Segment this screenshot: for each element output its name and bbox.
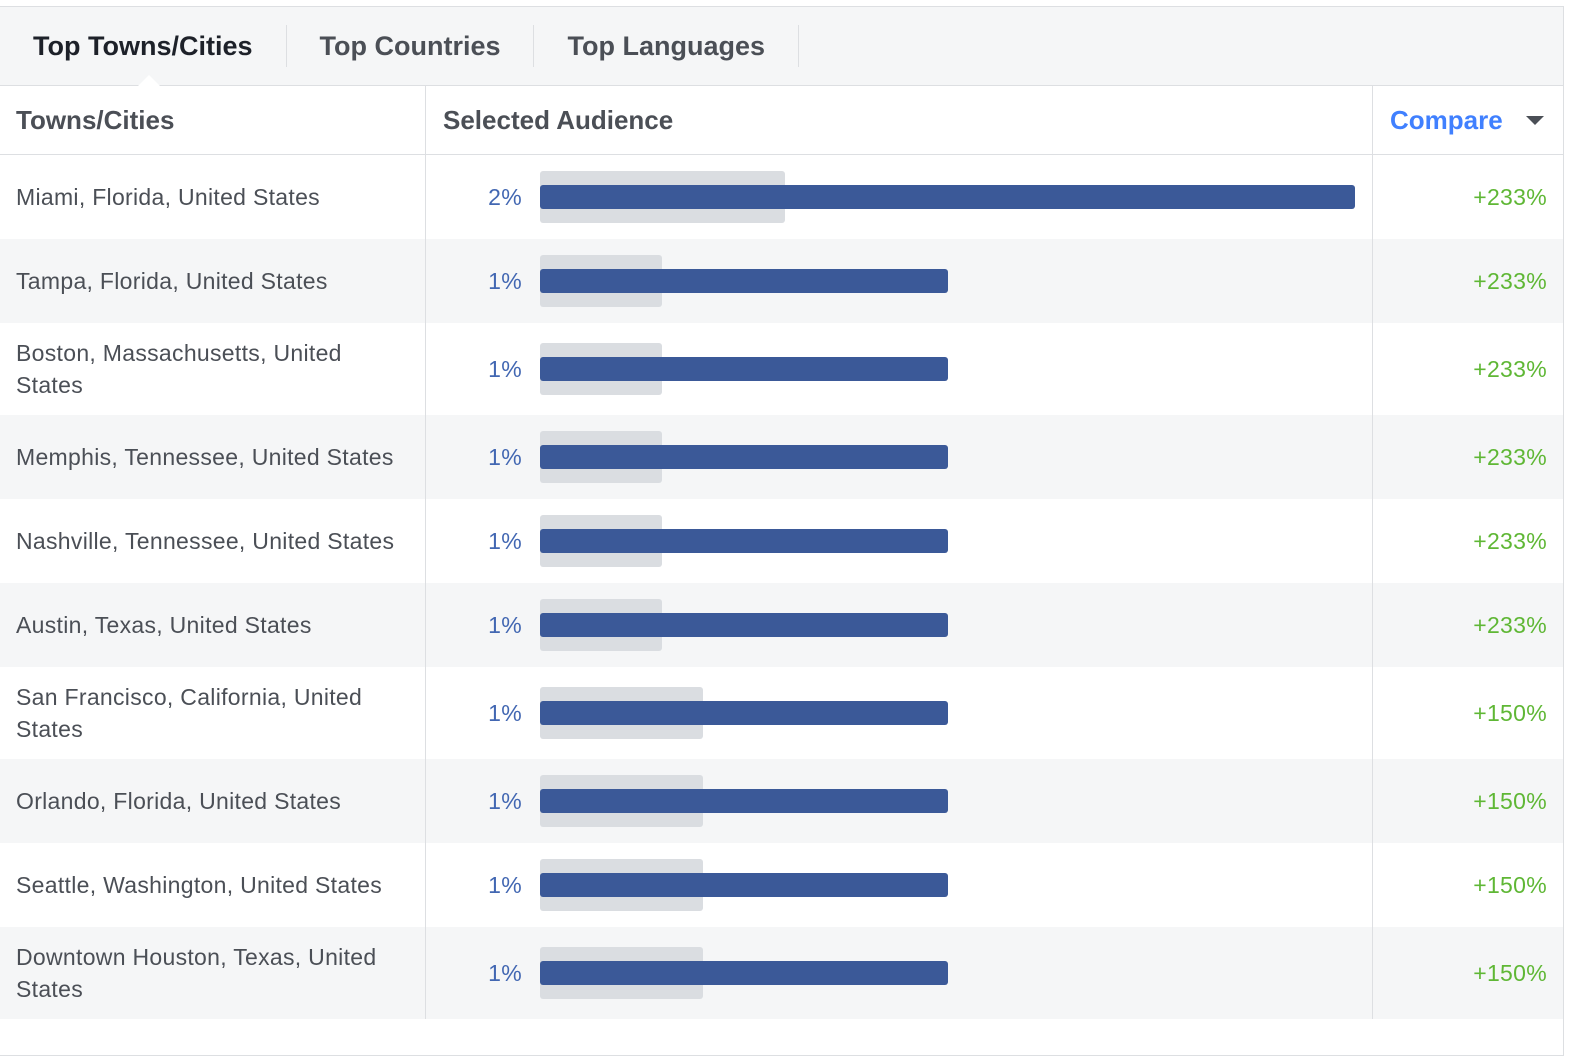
city-name: Seattle, Washington, United States xyxy=(0,843,426,927)
audience-bar xyxy=(540,529,948,553)
table-row: Boston, Massachusetts, United States 1% +2… xyxy=(0,323,1563,415)
city-name: San Francisco, California, United States xyxy=(0,667,426,759)
audience-bar xyxy=(540,357,948,381)
compare-value: +150% xyxy=(1473,787,1547,814)
compare-value: +233% xyxy=(1473,267,1547,294)
audience-bar xyxy=(540,445,948,469)
table-row: Seattle, Washington, United States 1% +150… xyxy=(0,843,1563,927)
audience-cell: 2% xyxy=(426,155,1373,239)
compare-value: +233% xyxy=(1473,443,1547,470)
audience-percent: 1% xyxy=(488,267,522,294)
audience-bar xyxy=(540,789,948,813)
city-name: Downtown Houston, Texas, United States xyxy=(0,927,426,1019)
table-row: Downtown Houston, Texas, United States 1%… xyxy=(0,927,1563,1019)
table-row: Tampa, Florida, United States 1% +233% xyxy=(0,239,1563,323)
audience-cell: 1% xyxy=(426,415,1373,499)
column-header: Towns/Cities xyxy=(0,86,426,154)
city-name: Orlando, Florida, United States xyxy=(0,759,426,843)
audience-cell: 1% xyxy=(426,499,1373,583)
audience-bar xyxy=(540,873,948,897)
audience-percent: 2% xyxy=(488,183,522,210)
audience-bar xyxy=(540,185,1355,209)
compare-value: +233% xyxy=(1473,355,1547,382)
compare-value: +150% xyxy=(1473,699,1547,726)
audience-percent: 1% xyxy=(488,443,522,470)
city-name: Miami, Florida, United States xyxy=(0,155,426,239)
compare-value: +150% xyxy=(1473,959,1547,986)
column-header[interactable]: Compare xyxy=(1390,104,1503,135)
audience-bar xyxy=(540,613,948,637)
city-name: Austin, Texas, United States xyxy=(0,583,426,667)
table-row: Memphis, Tennessee, United States 1% +233% xyxy=(0,415,1563,499)
audience-panel: Top Towns/Cities Top Countries Top Langu… xyxy=(0,6,1564,1056)
audience-cell: 1% xyxy=(426,323,1373,415)
audience-percent: 1% xyxy=(488,959,522,986)
table-row: Orlando, Florida, United States 1% +150% xyxy=(0,759,1563,843)
audience-cell: 1% xyxy=(426,927,1373,1019)
tab[interactable]: Top Countries xyxy=(287,25,535,67)
audience-cell: 1% xyxy=(426,759,1373,843)
audience-percent: 1% xyxy=(488,871,522,898)
tab[interactable]: Top Languages xyxy=(534,25,799,67)
audience-bar xyxy=(540,701,948,725)
compare-value: +150% xyxy=(1473,871,1547,898)
table-row: Austin, Texas, United States 1% +233% xyxy=(0,583,1563,667)
city-name: Boston, Massachusetts, United States xyxy=(0,323,426,415)
city-name: Nashville, Tennessee, United States xyxy=(0,499,426,583)
audience-percent: 1% xyxy=(488,355,522,382)
tab-bar: Top Towns/Cities Top Countries Top Langu… xyxy=(0,7,1563,86)
compare-dropdown[interactable]: Compare xyxy=(1373,86,1563,154)
audience-cell: 1% xyxy=(426,583,1373,667)
compare-value: +233% xyxy=(1473,183,1547,210)
audience-cell: 1% xyxy=(426,667,1373,759)
active-tab-caret xyxy=(138,75,160,86)
table-body: Miami, Florida, United States 2% +233% Tamp… xyxy=(0,155,1563,1019)
table-row: Nashville, Tennessee, United States 1% +23… xyxy=(0,499,1563,583)
audience-percent: 1% xyxy=(488,527,522,554)
audience-percent: 1% xyxy=(488,699,522,726)
table-header: Towns/Cities Selected Audience Compare xyxy=(0,86,1563,155)
audience-bar xyxy=(540,269,948,293)
audience-cell: 1% xyxy=(426,239,1373,323)
table-row: Miami, Florida, United States 2% +233% xyxy=(0,155,1563,239)
audience-percent: 1% xyxy=(488,611,522,638)
city-name: Tampa, Florida, United States xyxy=(0,239,426,323)
audience-cell: 1% xyxy=(426,843,1373,927)
audience-bar xyxy=(540,961,948,985)
city-name: Memphis, Tennessee, United States xyxy=(0,415,426,499)
compare-value: +233% xyxy=(1473,527,1547,554)
dropdown-arrow[interactable] xyxy=(1525,115,1544,125)
audience-percent: 1% xyxy=(488,787,522,814)
column-header: Selected Audience xyxy=(426,86,1373,154)
table-row: San Francisco, California, United States… xyxy=(0,667,1563,759)
compare-value: +233% xyxy=(1473,611,1547,638)
tab[interactable]: Top Towns/Cities xyxy=(0,25,287,67)
